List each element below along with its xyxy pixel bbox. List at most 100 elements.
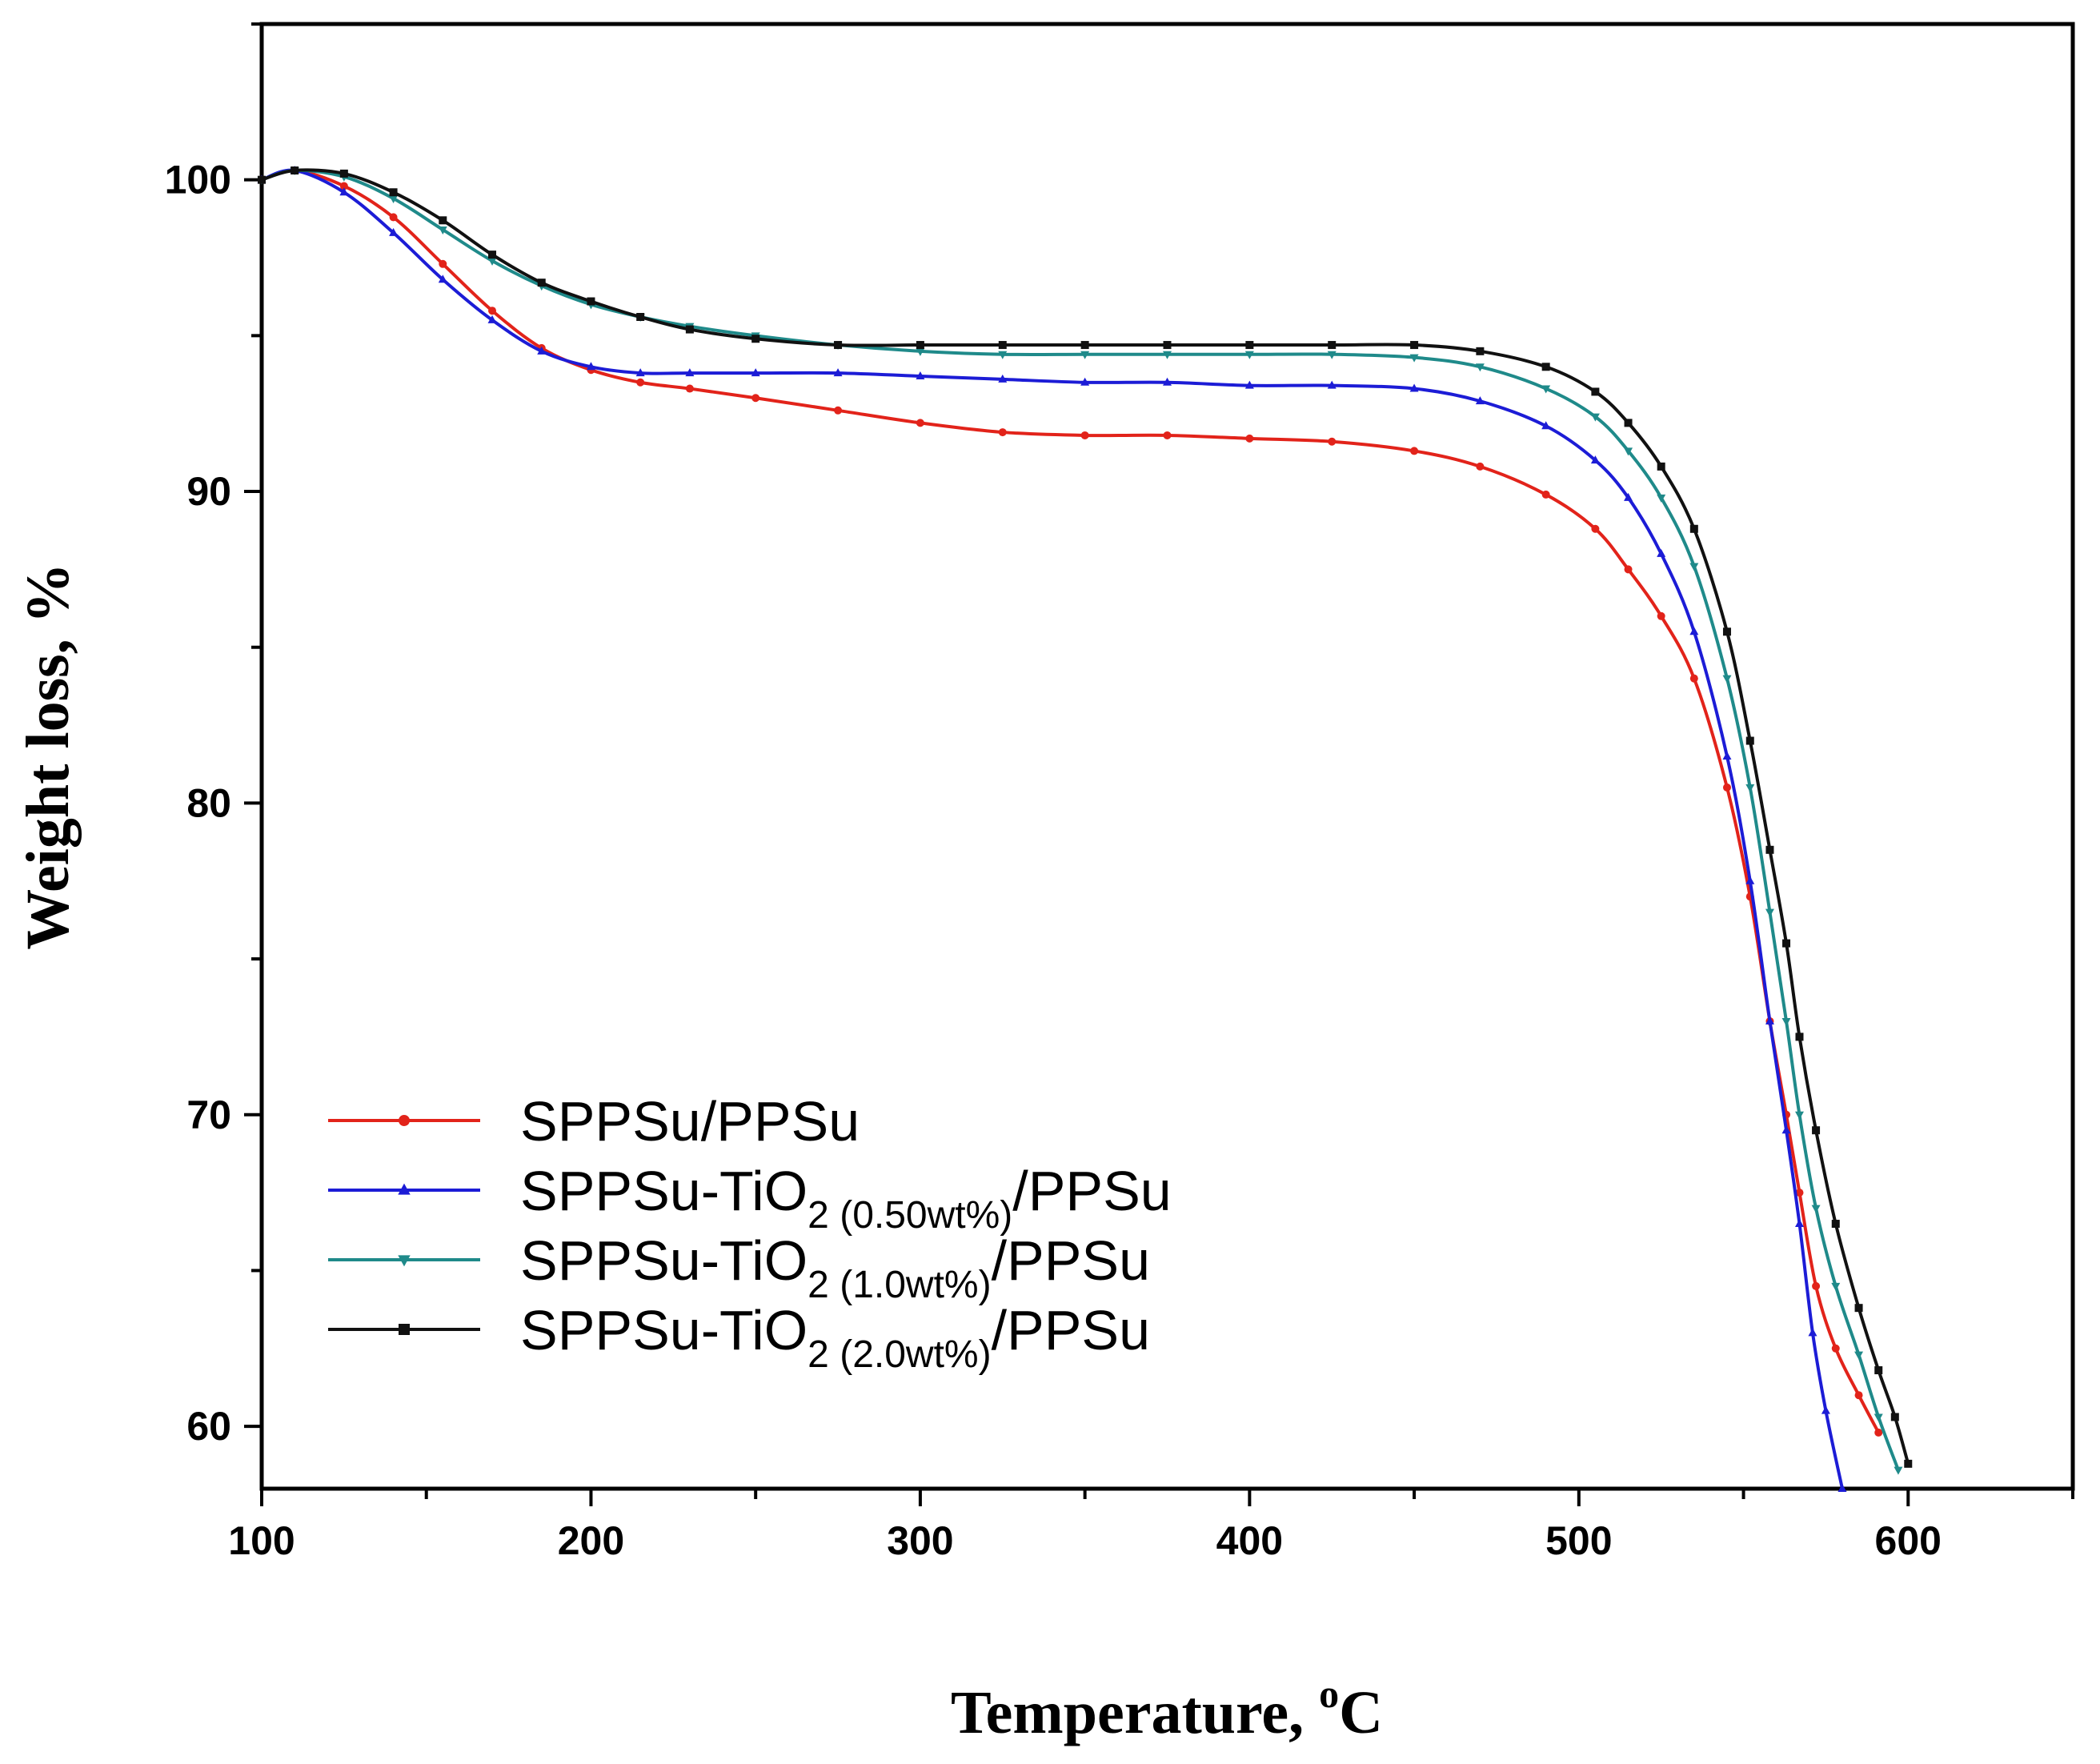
data-point [1794,1219,1804,1228]
data-point [1722,783,1731,792]
data-point [1854,1351,1864,1360]
data-point [1831,1220,1840,1229]
data-point [1163,341,1172,350]
y-tick-label: 70 [186,1092,231,1137]
data-point [1765,845,1774,854]
data-point [834,406,843,415]
data-point [1163,351,1172,359]
data-point [339,182,348,190]
data-point [1657,548,1666,557]
data-point [916,419,924,427]
data-point [1745,784,1755,792]
data-point [636,313,645,321]
data-point [1624,565,1633,574]
data-point [833,368,843,377]
data-point [834,341,843,350]
data-point [1808,1328,1817,1337]
legend-marker [398,1183,411,1195]
data-point [916,371,925,379]
data-point [1327,351,1337,359]
data-point [1689,524,1698,533]
y-tick-label: 80 [186,780,231,825]
data-point [1327,380,1337,389]
data-point [1080,341,1089,350]
data-point [1657,611,1665,620]
legend-marker [398,1255,411,1267]
data-point [1781,1125,1791,1134]
data-point [1541,363,1550,371]
data-point [1722,752,1732,760]
data-point [488,307,497,315]
data-point [1080,431,1089,439]
x-tick-label: 600 [1875,1518,1942,1563]
y-tick-labels: 60 70 80 90 100 [165,158,231,1449]
data-point [1890,1413,1899,1421]
data-point [1476,462,1485,471]
data-point [438,275,447,283]
data-point [1794,1111,1804,1120]
data-point [751,368,760,377]
x-axis-title: Temperature, oC [951,1671,1383,1746]
data-point [438,226,447,235]
data-point [1812,1281,1821,1290]
data-point [389,188,398,197]
data-point [339,187,349,196]
data-point [1590,413,1600,422]
data-point [1409,354,1419,363]
legend-item-3: SPPSu-TiO2 (1.0wt%)/PPSu [328,1229,1150,1306]
legend-item-2: SPPSu-TiO2 (0.50wt%)/PPSu [328,1160,1172,1237]
data-point [1624,492,1633,501]
data-point [1624,419,1633,427]
data-point [1328,437,1337,446]
data-point [1541,490,1550,499]
data-point [1328,341,1337,350]
data-point [258,175,266,184]
data-point [586,362,595,371]
data-point [916,341,924,350]
data-point [1410,447,1419,455]
data-point [998,341,1007,350]
data-point [389,195,399,204]
data-point [1244,380,1254,389]
data-point [685,325,694,334]
data-point [1475,396,1485,405]
data-point [1765,908,1774,917]
data-point [1657,494,1666,503]
data-point [1541,421,1551,430]
data-point [1245,434,1254,443]
data-point [1821,1405,1830,1414]
data-point [1745,736,1754,745]
data-point [587,297,595,306]
data-point [1475,363,1485,372]
data-point [998,374,1008,383]
x-tick-label: 500 [1545,1518,1612,1563]
x-tick-label: 400 [1216,1518,1283,1563]
data-point [1541,385,1551,394]
series-4 [258,166,1913,1468]
data-point [291,166,299,174]
legend-marker [399,1115,410,1126]
data-point [1080,377,1090,386]
data-point [998,351,1008,359]
data-point [751,335,760,343]
x-axis-title-unit: C [1339,1679,1383,1746]
data-point [1894,1466,1903,1475]
x-tick-labels: 100 200 300 400 500 600 [228,1518,1942,1563]
data-point [998,428,1007,437]
legend-marker [399,1324,410,1335]
data-point [1831,1344,1840,1353]
data-point [1657,462,1665,471]
axis-ticks [244,22,2074,1506]
data-point [1781,1017,1791,1026]
data-point [1854,1391,1863,1400]
data-point [1163,377,1172,386]
data-point [1838,1484,1847,1492]
series-line [261,168,1900,1471]
y-tick-label: 90 [186,469,231,514]
data-point [1689,627,1699,635]
data-point [439,259,447,268]
data-point [488,251,497,259]
data-point [1476,347,1485,355]
data-point [1080,351,1090,359]
